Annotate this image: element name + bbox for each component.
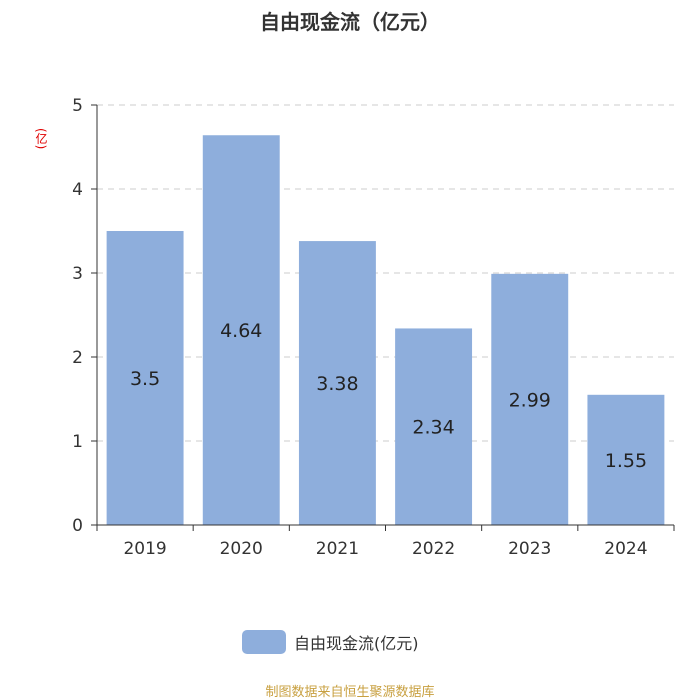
data-label: 1.55: [605, 450, 647, 472]
chart-title: 自由现金流（亿元）: [260, 10, 440, 34]
bar[interactable]: [106, 231, 184, 525]
y-tick-label: 5: [72, 96, 83, 116]
legend-label: 自由现金流(亿元): [294, 634, 419, 653]
legend-swatch: [242, 630, 286, 654]
axes: 0 1 2 3 4 5 2019 2020 2021 2022 2023 2024: [72, 96, 675, 559]
y-tick-label: 0: [72, 516, 83, 536]
data-label: 3.5: [130, 368, 160, 390]
x-tick-label: 2019: [123, 539, 166, 559]
data-label: 2.99: [509, 389, 551, 411]
data-source-note: 制图数据来自恒生聚源数据库: [265, 685, 435, 700]
y-tick-label: 1: [72, 432, 83, 452]
x-tick-label: 2024: [604, 539, 647, 559]
y-tick-label: 3: [72, 264, 83, 284]
x-tick-label: 2020: [220, 539, 263, 559]
x-tick-label: 2023: [508, 539, 551, 559]
gridlines: [97, 104, 674, 442]
x-tick-label: 2021: [316, 539, 359, 559]
y-tick-label: 4: [72, 180, 83, 200]
data-labels: 3.5 4.64 3.38 2.34 2.99 1.55: [130, 320, 647, 472]
y-axis-unit-label: (亿): [34, 128, 48, 150]
data-label: 3.38: [316, 373, 358, 395]
data-label: 4.64: [220, 320, 262, 342]
data-label: 2.34: [412, 417, 454, 439]
x-tick-label: 2022: [412, 539, 455, 559]
y-tick-label: 2: [72, 348, 83, 368]
bar[interactable]: [298, 241, 376, 525]
bar[interactable]: [587, 394, 665, 525]
legend[interactable]: 自由现金流(亿元): [242, 630, 419, 654]
bar[interactable]: [491, 273, 569, 525]
bars: [106, 135, 665, 526]
bar[interactable]: [202, 135, 280, 526]
bar[interactable]: [395, 328, 473, 525]
